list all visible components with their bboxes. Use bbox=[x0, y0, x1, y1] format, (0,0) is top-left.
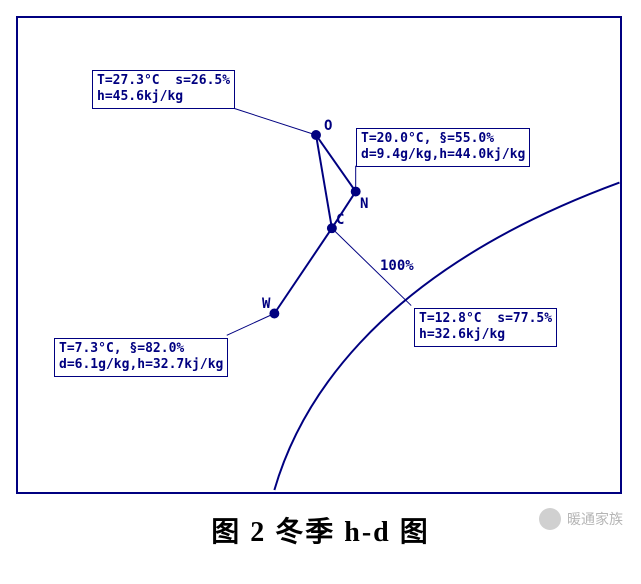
box-C-line2: h=32.6kj/kg bbox=[419, 327, 505, 342]
watermark: 暖通家族 bbox=[539, 508, 623, 530]
saturation-curve-label: 100% bbox=[380, 258, 414, 274]
wechat-icon bbox=[539, 508, 561, 530]
chart-frame: T=27.3°C s=26.5% h=45.6kj/kg T=20.0°C, §… bbox=[16, 16, 622, 494]
box-W-line1: T=7.3°C, §=82.0% bbox=[59, 341, 184, 356]
box-W-line2: d=6.1g/kg,h=32.7kj/kg bbox=[59, 357, 223, 372]
point-C-data-box: T=12.8°C s=77.5% h=32.6kj/kg bbox=[414, 308, 557, 347]
point-O-data-box: T=27.3°C s=26.5% h=45.6kj/kg bbox=[92, 70, 235, 109]
box-N-line2: d=9.4g/kg,h=44.0kj/kg bbox=[361, 147, 525, 162]
box-O-line1: T=27.3°C s=26.5% bbox=[97, 73, 230, 88]
state-points bbox=[269, 130, 360, 318]
watermark-text: 暖通家族 bbox=[567, 509, 623, 529]
box-O-line2: h=45.6kj/kg bbox=[97, 89, 183, 104]
box-N-line1: T=20.0°C, §=55.0% bbox=[361, 131, 494, 146]
point-C-label: C bbox=[336, 212, 344, 228]
point-N-label: N bbox=[360, 196, 368, 212]
box-C-line1: T=12.8°C s=77.5% bbox=[419, 311, 552, 326]
point-W-label: W bbox=[262, 296, 270, 312]
point-N-data-box: T=20.0°C, §=55.0% d=9.4g/kg,h=44.0kj/kg bbox=[356, 128, 530, 167]
point-O-label: O bbox=[324, 118, 332, 134]
point-W-data-box: T=7.3°C, §=82.0% d=6.1g/kg,h=32.7kj/kg bbox=[54, 338, 228, 377]
